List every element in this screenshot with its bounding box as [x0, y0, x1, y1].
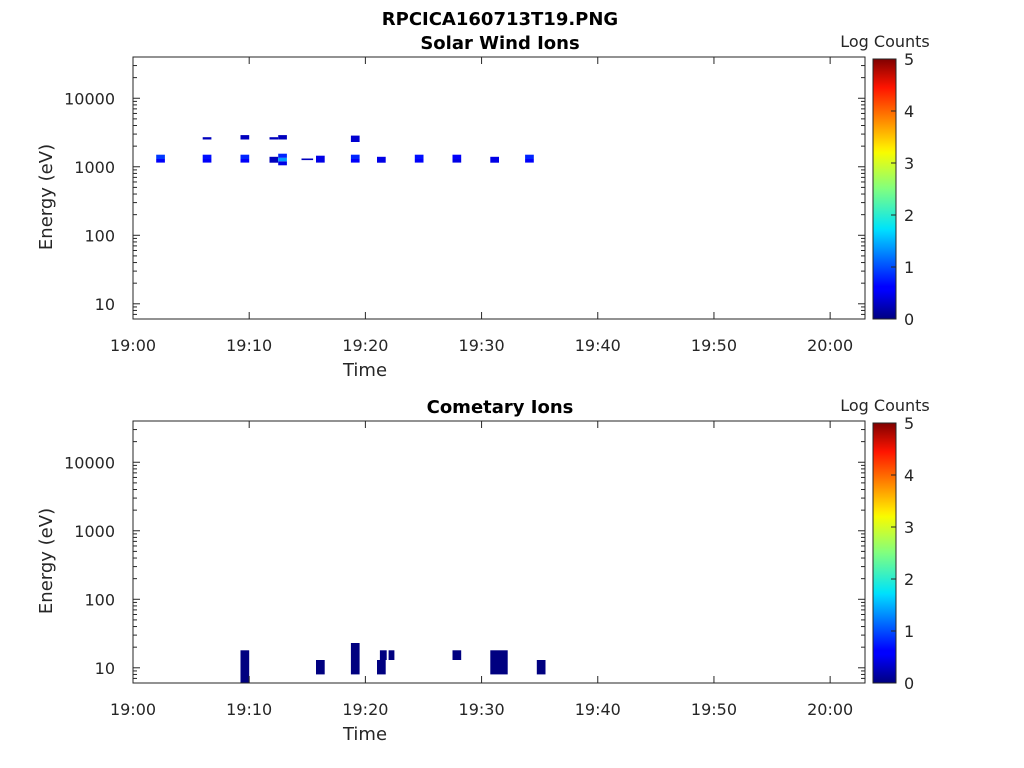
cometary-cell-5: [388, 650, 395, 660]
solar-wind-cell-16: [350, 159, 360, 163]
solar-wind-cbar-tick-label-0: 0: [904, 310, 914, 329]
solar-wind-cell-17: [350, 154, 360, 159]
cometary-cbar-tick-label-4: 4: [904, 466, 914, 485]
solar-wind-y-tick-label-2: 1000: [74, 158, 115, 177]
solar-wind-cell-24: [490, 156, 499, 163]
cometary-y-tick-label-3: 10000: [64, 453, 115, 472]
solar-wind-x-tick-label-3: 19:30: [459, 336, 505, 355]
cometary-cbar-tick-label-0: 0: [904, 674, 914, 693]
solar-wind-cell-20: [414, 159, 424, 163]
cometary-panel: Cometary Ions 19:00 19:10 19:20 19:30 19:40 1…: [36, 396, 930, 745]
cometary-y-tick-label-0: 10: [95, 659, 115, 678]
solar-wind-panel: Solar Wind Ions 19:00 19:10 19:20 19:30 19:4…: [36, 32, 930, 381]
solar-wind-colorbar-ticks: 0 1 2 3 4 5: [891, 50, 914, 329]
solar-wind-cell-6: [240, 154, 250, 159]
solar-wind-cell-10: [278, 161, 287, 166]
solar-wind-colorbar: [873, 59, 896, 319]
solar-wind-cell-13: [278, 135, 287, 140]
solar-wind-cell-12: [278, 153, 287, 158]
solar-wind-cell-21: [414, 154, 424, 159]
solar-wind-x-tick-label-2: 19:20: [342, 336, 388, 355]
solar-wind-x-ticks: 19:00 19:10 19:20 19:30 19:40 19:50 20:00: [110, 57, 853, 355]
cometary-cbar-tick-label-1: 1: [904, 622, 914, 641]
solar-wind-cell-19: [377, 156, 386, 163]
solar-wind-y-tick-label-0: 10: [95, 295, 115, 314]
solar-wind-cell-11: [278, 157, 287, 162]
cometary-axes-frame: [132, 420, 866, 684]
cometary-x-tick-label-1: 19:10: [226, 700, 272, 719]
solar-wind-cell-4: [202, 137, 212, 140]
cometary-cell-1: [316, 660, 325, 675]
solar-wind-cbar-tick-label-4: 4: [904, 102, 914, 121]
cometary-x-tick-label-3: 19:30: [459, 700, 505, 719]
solar-wind-cell-8: [269, 156, 279, 163]
solar-wind-y-tick-label-1: 100: [84, 226, 115, 245]
solar-wind-cbar-tick-label-2: 2: [904, 206, 914, 225]
cometary-y-label: Energy (eV): [36, 508, 57, 614]
cometary-cell-2: [350, 643, 360, 675]
solar-wind-cell-22: [452, 159, 462, 163]
cometary-cell-0: [240, 650, 250, 683]
cometary-x-tick-label-5: 19:50: [691, 700, 737, 719]
solar-wind-cell-26: [525, 154, 534, 159]
solar-wind-cell-0: [156, 159, 165, 163]
cometary-y-tick-label-2: 1000: [74, 522, 115, 541]
solar-wind-x-tick-label-1: 19:10: [226, 336, 272, 355]
solar-wind-colorbar-label: Log Counts: [840, 32, 930, 51]
solar-wind-cell-3: [202, 154, 212, 159]
solar-wind-colorbar-frame: [872, 58, 897, 320]
cometary-x-tick-label-6: 20:00: [807, 700, 853, 719]
cometary-x-tick-label-4: 19:40: [575, 700, 621, 719]
solar-wind-x-tick-label-6: 20:00: [807, 336, 853, 355]
cometary-cbar-tick-label-5: 5: [904, 414, 914, 433]
solar-wind-title: Solar Wind Ions: [420, 33, 579, 54]
solar-wind-cell-14: [301, 158, 314, 161]
cometary-cell-4: [379, 650, 387, 660]
solar-wind-axes-frame: [132, 56, 866, 320]
solar-wind-cell-5: [240, 159, 250, 163]
cometary-colorbar-frame: [872, 422, 897, 684]
cometary-y-tick-label-1: 100: [84, 590, 115, 609]
cometary-cells: [240, 643, 546, 683]
solar-wind-cbar-tick-label-1: 1: [904, 258, 914, 277]
solar-wind-cell-15: [316, 155, 325, 163]
solar-wind-cells: [156, 135, 534, 166]
solar-wind-y-ticks: 10 100 1000 10000: [64, 56, 865, 320]
solar-wind-x-tick-label-0: 19:00: [110, 336, 156, 355]
cometary-y-ticks: 10 100 1000 10000: [64, 420, 865, 684]
solar-wind-cell-7: [240, 135, 250, 140]
cometary-x-label: Time: [342, 724, 387, 745]
solar-wind-cell-9: [269, 137, 279, 140]
cometary-cbar-tick-label-3: 3: [904, 518, 914, 537]
solar-wind-x-tick-label-5: 19:50: [691, 336, 737, 355]
solar-wind-cell-18: [350, 135, 360, 142]
solar-wind-x-label: Time: [342, 360, 387, 381]
cometary-title: Cometary Ions: [427, 397, 574, 418]
solar-wind-cell-23: [452, 154, 462, 159]
solar-wind-cbar-tick-label-5: 5: [904, 50, 914, 69]
cometary-colorbar-label: Log Counts: [840, 396, 930, 415]
cometary-x-tick-label-2: 19:20: [342, 700, 388, 719]
cometary-x-tick-label-0: 19:00: [110, 700, 156, 719]
solar-wind-x-tick-label-4: 19:40: [575, 336, 621, 355]
solar-wind-cell-25: [525, 159, 534, 163]
cometary-cbar-tick-label-2: 2: [904, 570, 914, 589]
cometary-cell-8: [536, 660, 546, 675]
cometary-colorbar: [873, 423, 896, 683]
cometary-colorbar-ticks: 0 1 2 3 4 5: [891, 414, 914, 693]
solar-wind-cell-1: [156, 154, 165, 159]
cometary-x-ticks: 19:00 19:10 19:20 19:30 19:40 19:50 20:00: [110, 421, 853, 719]
cometary-cell-3: [377, 660, 386, 675]
cometary-cell-6: [452, 650, 462, 660]
solar-wind-cbar-tick-label-3: 3: [904, 154, 914, 173]
solar-wind-y-tick-label-3: 10000: [64, 89, 115, 108]
solar-wind-cell-2: [202, 159, 212, 163]
solar-wind-y-label: Energy (eV): [36, 144, 57, 250]
figure-title: RPCICA160713T19.PNG: [382, 9, 618, 30]
cometary-cell-7: [490, 650, 508, 675]
